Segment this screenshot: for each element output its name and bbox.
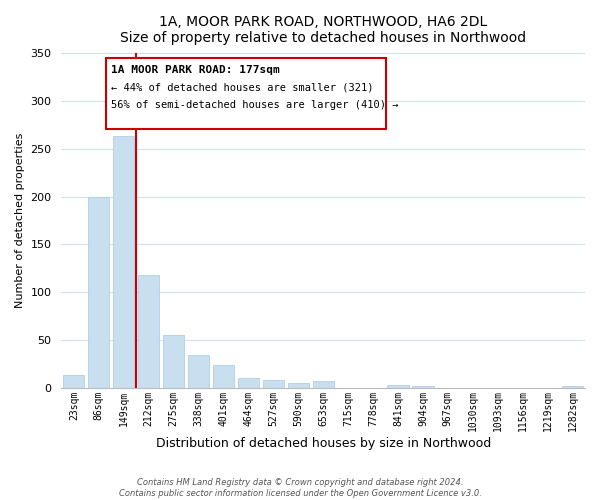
Bar [238, 378, 259, 388]
Y-axis label: Number of detached properties: Number of detached properties [15, 132, 25, 308]
Title: 1A, MOOR PARK ROAD, NORTHWOOD, HA6 2DL
Size of property relative to detached hou: 1A, MOOR PARK ROAD, NORTHWOOD, HA6 2DL S… [120, 15, 526, 45]
Bar [263, 380, 284, 388]
Bar [188, 355, 209, 388]
Text: Contains HM Land Registry data © Crown copyright and database right 2024.
Contai: Contains HM Land Registry data © Crown c… [119, 478, 481, 498]
Text: 1A MOOR PARK ROAD: 177sqm: 1A MOOR PARK ROAD: 177sqm [111, 65, 280, 75]
Bar [388, 384, 409, 388]
Bar [287, 383, 309, 388]
Bar [113, 136, 134, 388]
Text: ← 44% of detached houses are smaller (321): ← 44% of detached houses are smaller (32… [111, 82, 374, 92]
Bar [163, 335, 184, 388]
Bar [562, 386, 583, 388]
Bar [63, 375, 85, 388]
Bar [138, 275, 159, 388]
Bar [88, 196, 109, 388]
Bar [412, 386, 434, 388]
FancyBboxPatch shape [106, 58, 386, 128]
X-axis label: Distribution of detached houses by size in Northwood: Distribution of detached houses by size … [155, 437, 491, 450]
Bar [213, 364, 234, 388]
Bar [313, 381, 334, 388]
Text: 56% of semi-detached houses are larger (410) →: 56% of semi-detached houses are larger (… [111, 100, 398, 110]
